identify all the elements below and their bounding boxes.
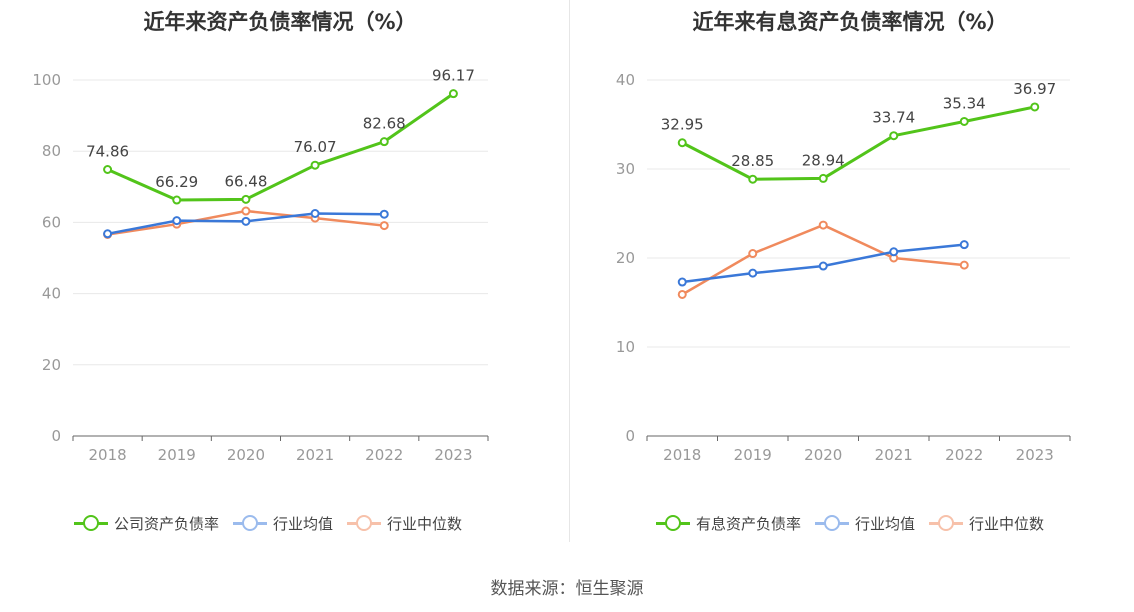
legend-item-interest-ratio[interactable]: 有息资产负债率	[656, 513, 801, 534]
data-point[interactable]	[959, 240, 969, 250]
data-point[interactable]	[310, 209, 320, 218]
x-tick-label: 2023	[434, 446, 472, 464]
y-tick-label: 20	[42, 356, 61, 374]
y-tick-label: 60	[42, 213, 61, 231]
data-label: 96.17	[432, 67, 475, 85]
y-tick-label: 0	[625, 427, 635, 445]
data-point[interactable]	[310, 160, 320, 170]
data-label: 28.94	[802, 151, 845, 169]
y-tick-label: 10	[616, 338, 635, 356]
data-label: 28.85	[731, 152, 774, 170]
legend-label: 行业均值	[273, 514, 334, 533]
legend-swatch-company-ratio	[74, 513, 108, 533]
data-label: 32.95	[661, 116, 704, 134]
legend-label: 行业中位数	[969, 514, 1045, 533]
chart-title-left: 近年来资产负债率情况（%）	[143, 10, 417, 34]
legend-swatch-industry-mean	[815, 513, 850, 533]
legend-right: 有息资产负债率 行业均值 行业中位数	[656, 510, 1058, 536]
legend-swatch-interest-ratio	[656, 513, 690, 533]
data-label: 35.34	[943, 94, 986, 112]
x-tick-label: 2018	[88, 446, 126, 464]
data-point[interactable]	[241, 194, 251, 204]
x-tick-label: 2022	[945, 446, 983, 464]
data-label: 36.97	[1013, 80, 1056, 98]
legend-swatch-industry-median	[929, 513, 964, 533]
chart-right: 0 10 20 30 40 2018 2019 2020 2021 2022 2023 32.95 28…	[616, 71, 1071, 464]
legend-item-company-ratio[interactable]: 公司资产负债率	[74, 513, 219, 534]
data-point[interactable]	[241, 206, 251, 216]
data-point[interactable]	[677, 277, 687, 287]
data-point[interactable]	[448, 89, 458, 99]
data-point[interactable]	[818, 220, 828, 230]
legend-item-industry-mean[interactable]: 行业均值	[233, 513, 333, 534]
legend-label: 行业中位数	[387, 514, 463, 533]
series-line	[681, 105, 1036, 181]
data-label: 74.86	[86, 142, 129, 160]
legend-item-industry-median[interactable]: 行业中位数	[929, 513, 1044, 534]
data-label: 82.68	[363, 115, 406, 133]
legend-item-industry-median[interactable]: 行业中位数	[347, 513, 462, 534]
legend-item-industry-mean[interactable]: 行业均值	[815, 513, 915, 534]
y-tick-label: 40	[616, 71, 635, 89]
chart-left: 0 20 40 60 80 100 2018 2019 2020 2021 2022 2023 74.8…	[32, 67, 489, 464]
data-point[interactable]	[677, 289, 687, 299]
data-label: 66.48	[224, 172, 267, 190]
data-source: 数据来源：恒生聚源	[490, 579, 644, 599]
legend-label: 有息资产负债率	[696, 514, 802, 533]
data-point[interactable]	[379, 137, 389, 147]
legend-left: 公司资产负债率 行业均值 行业中位数	[74, 510, 476, 536]
data-point[interactable]	[889, 131, 899, 141]
x-tick-label: 2021	[875, 446, 913, 464]
y-tick-label: 0	[51, 427, 61, 445]
y-tick-label: 30	[616, 160, 635, 178]
data-point[interactable]	[241, 216, 251, 226]
legend-label: 公司资产负债率	[114, 514, 220, 533]
x-tick-label: 2020	[227, 446, 265, 464]
data-point[interactable]	[959, 260, 969, 270]
x-tick-label: 2023	[1016, 446, 1054, 464]
series-line	[106, 92, 455, 202]
data-label: 66.29	[155, 173, 198, 191]
data-point[interactable]	[748, 268, 758, 278]
x-tick-label: 2021	[296, 446, 334, 464]
data-label: 33.74	[872, 109, 915, 127]
data-point[interactable]	[818, 261, 828, 271]
series-line	[681, 223, 965, 296]
legend-swatch-industry-mean	[233, 513, 268, 533]
data-label: 76.07	[294, 138, 337, 156]
y-tick-label: 40	[42, 285, 61, 303]
x-tick-label: 2018	[663, 446, 701, 464]
legend-swatch-industry-median	[347, 513, 382, 533]
x-tick-label: 2019	[734, 446, 772, 464]
data-point[interactable]	[379, 221, 389, 231]
data-point[interactable]	[677, 138, 687, 148]
legend-label: 行业均值	[855, 514, 916, 533]
y-tick-label: 20	[616, 249, 635, 267]
data-point[interactable]	[818, 173, 828, 183]
data-point[interactable]	[889, 247, 899, 257]
data-point[interactable]	[172, 195, 182, 205]
data-point[interactable]	[172, 216, 182, 226]
chart-divider	[569, 0, 570, 542]
data-point[interactable]	[103, 229, 113, 239]
data-point[interactable]	[748, 174, 758, 184]
y-tick-label: 100	[32, 71, 61, 89]
y-tick-label: 80	[42, 142, 61, 160]
x-tick-label: 2019	[158, 446, 196, 464]
x-tick-label: 2020	[804, 446, 842, 464]
data-point[interactable]	[748, 249, 758, 259]
data-point[interactable]	[1030, 102, 1040, 112]
x-tick-label: 2022	[365, 446, 403, 464]
data-point[interactable]	[379, 209, 389, 219]
chart-title-right: 近年来有息资产负债率情况（%）	[692, 10, 1008, 34]
data-point[interactable]	[959, 116, 969, 126]
data-point[interactable]	[103, 164, 113, 174]
